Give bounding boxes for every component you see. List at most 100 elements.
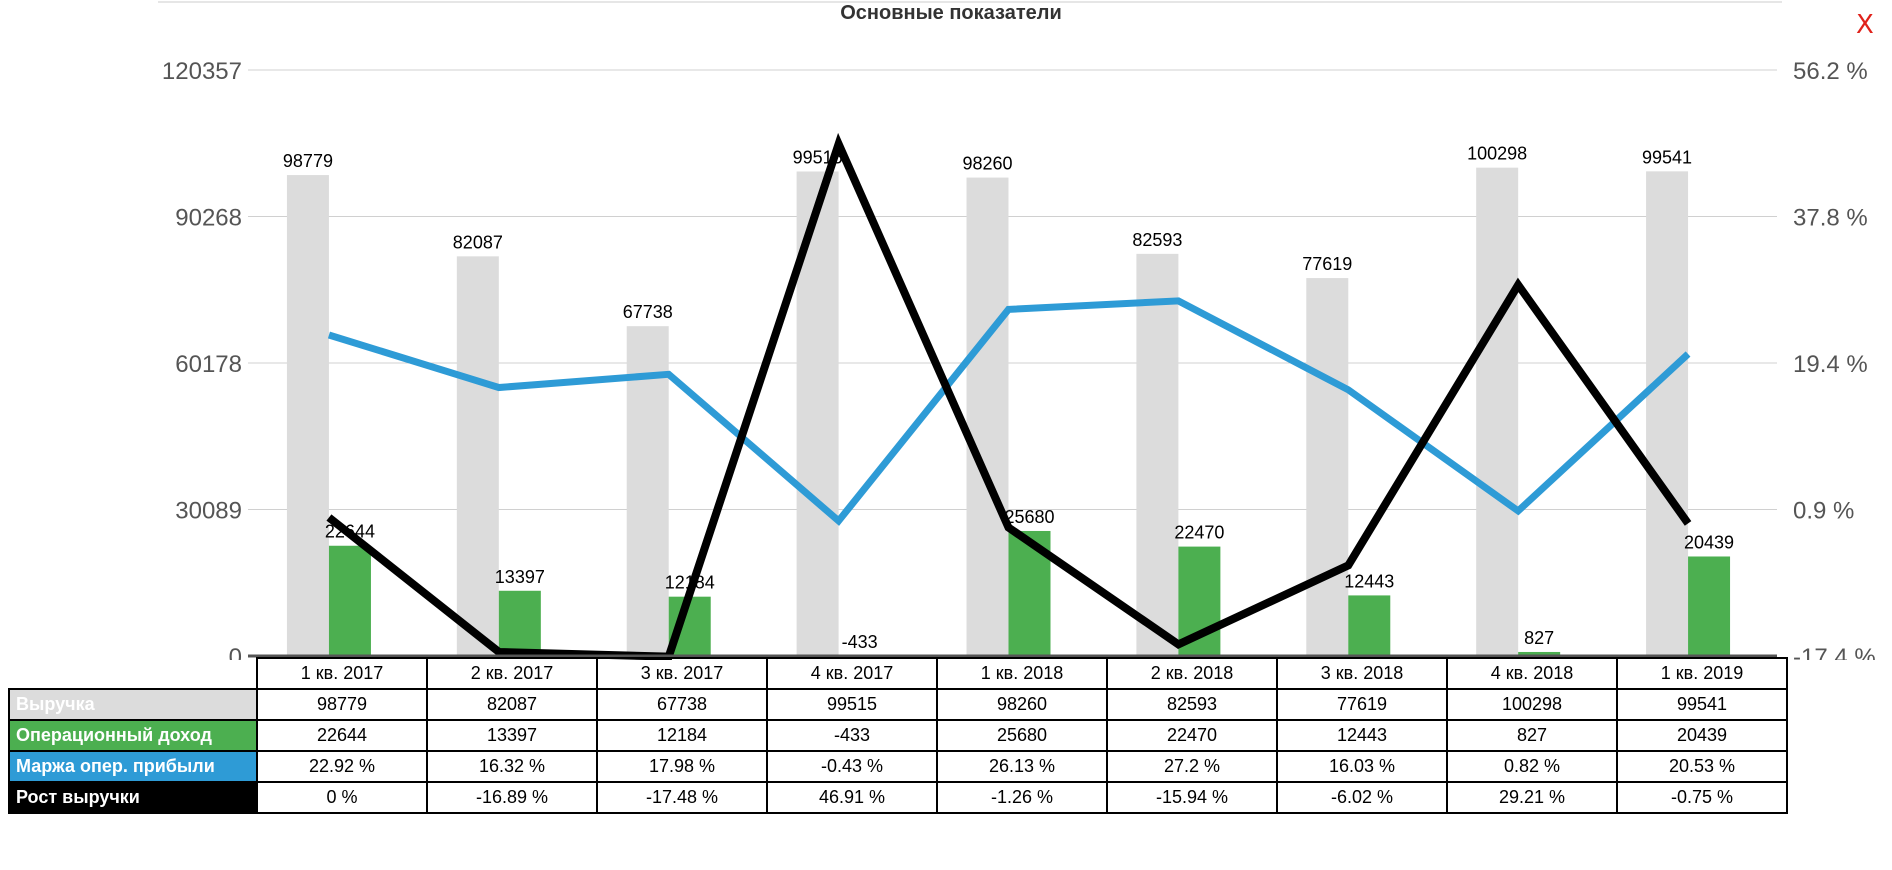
table-row-operating-income: Операционный доход 22644 13397 12184 -43…: [8, 719, 1788, 752]
table-cell: 99515: [766, 688, 938, 721]
table-cell: 98260: [936, 688, 1108, 721]
operating-income-bars: [328, 530, 1731, 659]
close-button[interactable]: X: [1856, 10, 1874, 40]
table-cell: 0 %: [256, 781, 428, 814]
chart-title: Основные показатели: [840, 2, 1062, 24]
table-corner: [9, 658, 257, 689]
table-cell: -15.94 %: [1106, 781, 1278, 814]
revenue-bar: [1646, 171, 1689, 656]
revenue-bar: [286, 175, 329, 657]
right-tick-label: 0.9 %: [1793, 498, 1854, 525]
operating-income-data-label: 827: [1524, 628, 1554, 648]
table-cell: 12443: [1276, 719, 1448, 752]
row-label-operating-margin: Маржа опер. прибыли: [8, 750, 258, 783]
row-label-revenue: Выручка: [8, 688, 258, 721]
left-tick-label: 90268: [175, 205, 242, 232]
data-table: 1 кв. 2017 2 кв. 2017 3 кв. 2017 4 кв. 2…: [8, 657, 1788, 814]
table-cell: 22470: [1106, 719, 1278, 752]
row-label-revenue-growth: Рост выручки: [8, 781, 258, 814]
bar-data-labels: 98779226448208713397677381218499515-4339…: [283, 144, 1734, 652]
table-header-cell: 3 кв. 2017: [596, 657, 768, 690]
series-lines: [326, 132, 1692, 660]
table-cell: 22.92 %: [256, 750, 428, 783]
table-cell: 22644: [256, 719, 428, 752]
operating-income-data-label: 20439: [1684, 532, 1734, 552]
right-tick-label: 37.8 %: [1793, 205, 1868, 232]
table-cell: 827: [1446, 719, 1618, 752]
table-cell: 0.82 %: [1446, 750, 1618, 783]
revenue-bar: [966, 177, 1009, 656]
table-cell: -0.43 %: [766, 750, 938, 783]
right-tick-label: -17.4 %: [1793, 644, 1876, 660]
table-cell: 99541: [1616, 688, 1788, 721]
revenue-data-label: 82593: [1132, 230, 1182, 250]
operating-income-data-label: 25680: [1004, 507, 1054, 527]
chart: Основные показатели 0 30089 60178 90268 1203…: [158, 1, 1876, 660]
left-tick-label: 120357: [162, 58, 242, 85]
left-tick-label: 30089: [175, 498, 242, 525]
table-cell: -6.02 %: [1276, 781, 1448, 814]
right-axis: -17.4 % 0.9 % 19.4 % 37.8 % 56.2 %: [1793, 58, 1876, 660]
left-tick-label: 60178: [175, 351, 242, 378]
operating-margin-line: [327, 297, 1691, 526]
table-cell: -17.48 %: [596, 781, 768, 814]
table-header-cell: 3 кв. 2018: [1276, 657, 1448, 690]
table-cell: 77619: [1276, 688, 1448, 721]
left-tick-label: 0: [229, 644, 242, 660]
table-cell: 17.98 %: [596, 750, 768, 783]
table-cell: 67738: [596, 688, 768, 721]
table-cell: 25680: [936, 719, 1108, 752]
operating-income-bar: [1688, 556, 1731, 656]
table-header-cell: 1 кв. 2019: [1616, 657, 1788, 690]
operating-income-data-label: -433: [842, 632, 878, 652]
table-cell: 12184: [596, 719, 768, 752]
table-row-revenue: Выручка 98779 82087 67738 99515 98260 82…: [8, 688, 1788, 721]
table-header-cell: 2 кв. 2017: [426, 657, 598, 690]
table-cell: 82087: [426, 688, 598, 721]
table-cell: -0.75 %: [1616, 781, 1788, 814]
revenue-bar: [1136, 253, 1179, 656]
table-row-revenue-growth: Рост выручки 0 % -16.89 % -17.48 % 46.91…: [8, 781, 1788, 814]
table-cell: 46.91 %: [766, 781, 938, 814]
revenue-data-label: 100298: [1467, 144, 1527, 164]
table-cell: 27.2 %: [1106, 750, 1278, 783]
table-cell: -1.26 %: [936, 781, 1108, 814]
operating-income-data-label: 12443: [1344, 571, 1394, 591]
right-tick-label: 56.2 %: [1793, 58, 1868, 85]
right-tick-label: 19.4 %: [1793, 351, 1868, 378]
revenue-bar: [1306, 278, 1349, 656]
row-label-operating-income: Операционный доход: [8, 719, 258, 752]
table-cell: 16.03 %: [1276, 750, 1448, 783]
revenue-data-label: 67738: [623, 302, 673, 322]
table-cell: 13397: [426, 719, 598, 752]
table-cell: -433: [766, 719, 938, 752]
table-cell: 100298: [1446, 688, 1618, 721]
table-cell: 16.32 %: [426, 750, 598, 783]
table-cell: -16.89 %: [426, 781, 598, 814]
operating-income-data-label: 13397: [495, 567, 545, 587]
table-cell: 20439: [1616, 719, 1788, 752]
revenue-growth-line: [326, 132, 1692, 660]
revenue-data-label: 98779: [283, 151, 333, 171]
revenue-bars: [286, 167, 1689, 657]
operating-income-bar: [498, 590, 541, 656]
revenue-data-label: 82087: [453, 232, 503, 252]
table-header-cell: 4 кв. 2018: [1446, 657, 1618, 690]
table-header-row: 1 кв. 2017 2 кв. 2017 3 кв. 2017 4 кв. 2…: [9, 657, 1788, 690]
table-cell: 26.13 %: [936, 750, 1108, 783]
revenue-bar: [626, 326, 669, 656]
table-header-cell: 2 кв. 2018: [1106, 657, 1278, 690]
revenue-data-label: 99541: [1642, 147, 1692, 167]
table-cell: 20.53 %: [1616, 750, 1788, 783]
table-header-cell: 4 кв. 2017: [766, 657, 938, 690]
operating-income-bar: [328, 545, 371, 656]
table-header-cell: 1 кв. 2018: [936, 657, 1108, 690]
table-header-cell: 1 кв. 2017: [256, 657, 428, 690]
revenue-bar: [1476, 167, 1519, 656]
table-cell: 98779: [256, 688, 428, 721]
revenue-data-label: 98260: [962, 154, 1012, 174]
operating-income-bar: [1348, 595, 1391, 656]
revenue-bar: [456, 256, 499, 656]
revenue-data-label: 77619: [1302, 254, 1352, 274]
table-cell: 82593: [1106, 688, 1278, 721]
